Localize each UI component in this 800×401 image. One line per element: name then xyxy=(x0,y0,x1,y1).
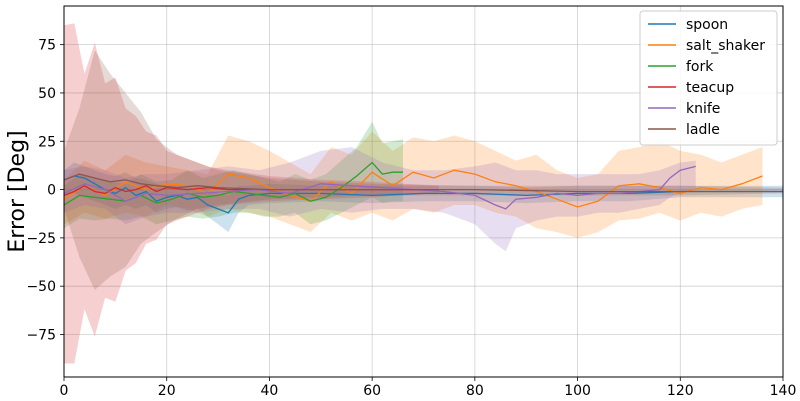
series-lines xyxy=(63,161,783,214)
x-tick-label: 60 xyxy=(363,383,381,399)
y-tick-label: 50 xyxy=(38,86,56,102)
band-ladle xyxy=(64,50,783,291)
y-axis-label: Error [Deg] xyxy=(5,130,30,252)
y-tick-label: −75 xyxy=(26,327,56,343)
y-tick-label: −50 xyxy=(26,279,56,295)
plot-frame xyxy=(63,5,784,378)
legend-label-knife: knife xyxy=(686,101,720,117)
x-tick-label: 20 xyxy=(158,383,176,399)
x-axis: 0 20 40 60 80 100 120 140 xyxy=(60,377,797,399)
y-tick-label: −25 xyxy=(26,231,56,247)
x-tick-label: 40 xyxy=(261,383,279,399)
legend-label-salt_shaker: salt_shaker xyxy=(686,38,765,54)
legend-label-spoon: spoon xyxy=(686,17,728,33)
y-tick-label: 0 xyxy=(47,183,56,199)
y-axis: −75 −50 −25 0 25 50 75 xyxy=(26,38,64,343)
line-fork xyxy=(63,161,403,206)
line-salt_shaker xyxy=(63,169,763,208)
x-tick-label: 120 xyxy=(667,383,694,399)
x-tick-label: 80 xyxy=(466,383,484,399)
x-tick-label: 140 xyxy=(770,383,797,399)
line-knife xyxy=(63,165,696,210)
line-spoon xyxy=(63,175,783,214)
band-salt_shaker xyxy=(64,131,763,238)
line-ladle xyxy=(63,173,783,193)
band-knife xyxy=(64,147,696,252)
legend-label-teacup: teacup xyxy=(686,80,734,96)
legend-label-fork: fork xyxy=(686,59,714,75)
y-tick-label: 75 xyxy=(38,38,56,54)
x-tick-label: 0 xyxy=(60,383,69,399)
legend-label-ladle: ladle xyxy=(686,122,720,138)
band-spoon xyxy=(64,162,783,233)
y-tick-label: 25 xyxy=(38,134,56,150)
x-tick-label: 100 xyxy=(564,383,591,399)
